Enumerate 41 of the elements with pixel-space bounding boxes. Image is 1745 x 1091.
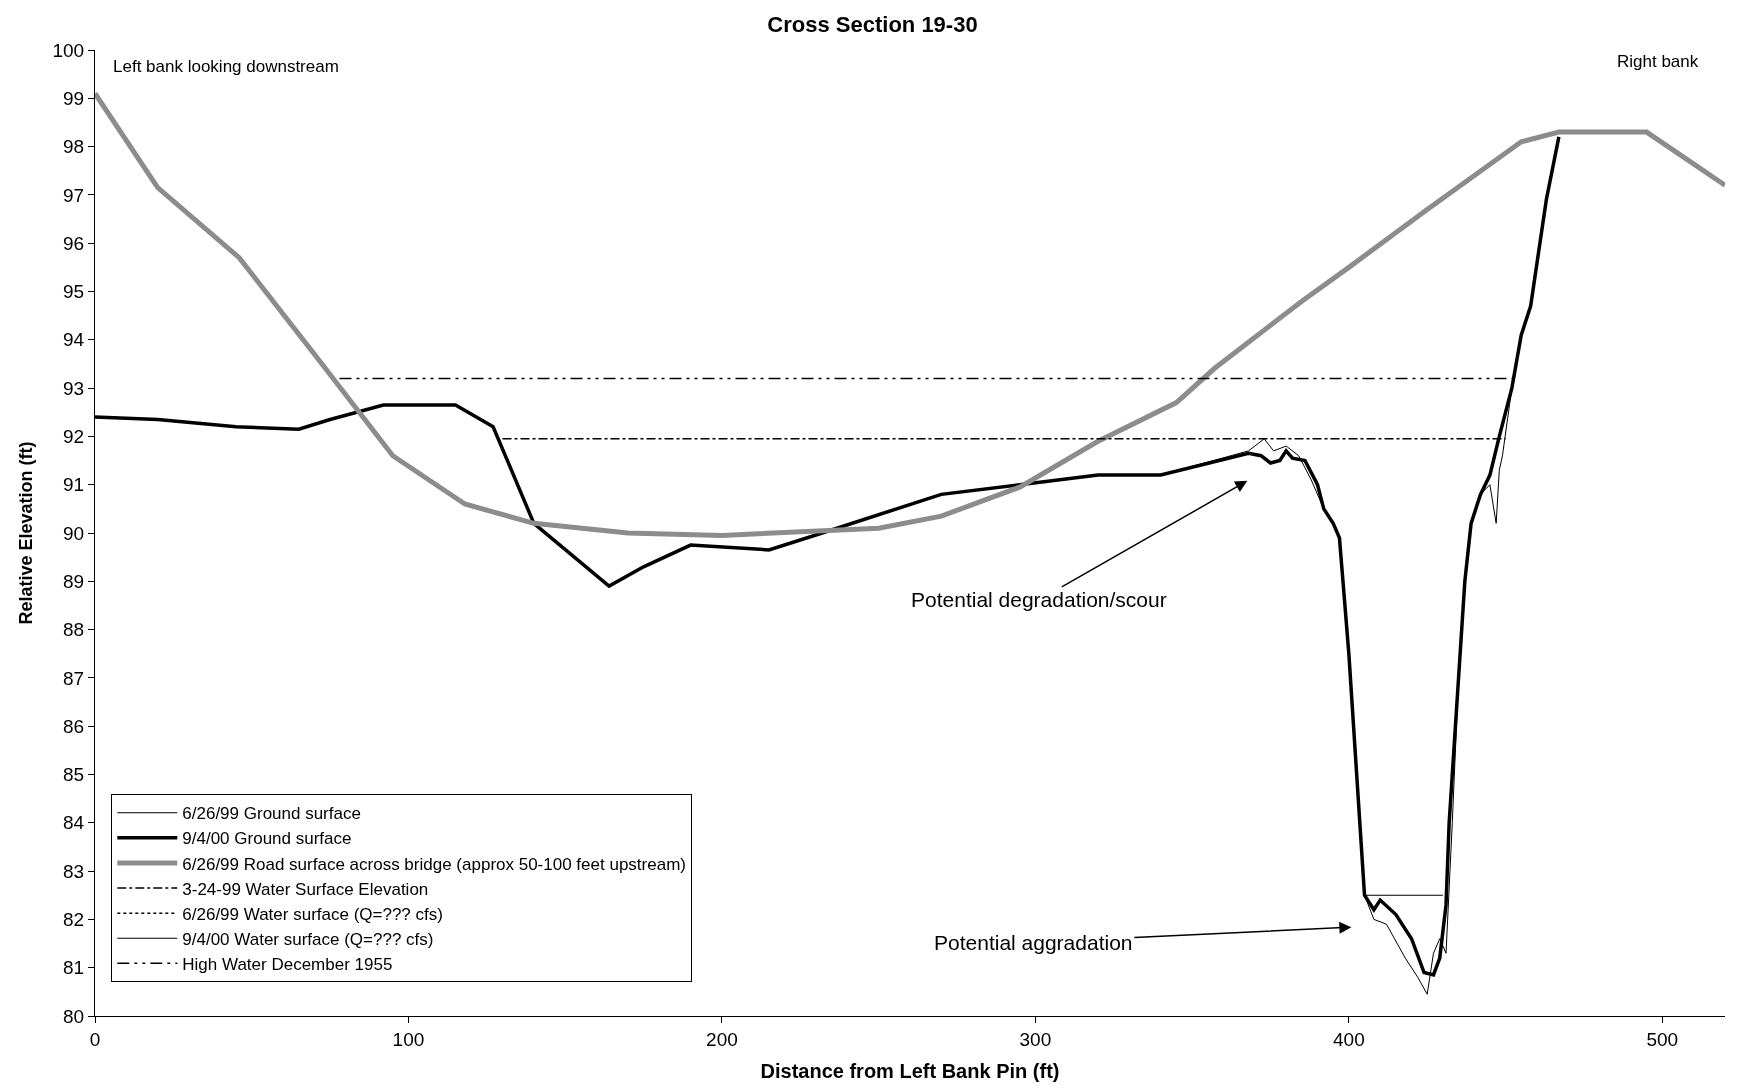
x-tick-label: 0	[89, 1028, 101, 1050]
y-axis-title: Relative Elevation (ft)	[15, 441, 36, 625]
legend-label: 6/26/99 Road surface across bridge (approx 50-100 feet upstream)	[182, 854, 686, 874]
y-tick-label: 99	[63, 87, 85, 109]
annotation: Left bank looking downstream	[113, 57, 339, 76]
y-tick-label: 81	[63, 957, 85, 979]
x-tick-label: 200	[706, 1028, 738, 1050]
y-tick-label: 87	[63, 667, 85, 689]
y-tick-label: 84	[63, 812, 85, 834]
y-tick-label: 90	[63, 522, 85, 544]
x-tick-label: 500	[1646, 1028, 1679, 1050]
x-tick-label: 300	[1019, 1028, 1052, 1050]
annotation: Potential aggradation	[934, 931, 1133, 954]
y-tick-label: 97	[63, 184, 85, 206]
legend-label: 9/4/00 Water surface (Q=??? cfs)	[182, 929, 434, 949]
y-tick-label: 80	[63, 1005, 85, 1027]
y-tick-label: 100	[52, 39, 85, 61]
y-tick-label: 82	[63, 909, 85, 931]
annotation: Potential degradation/scour	[911, 588, 1167, 611]
y-tick-label: 95	[63, 281, 85, 303]
x-tick-label: 100	[392, 1028, 425, 1050]
y-tick-label: 86	[63, 715, 85, 737]
annotation: Right bank	[1617, 52, 1699, 71]
legend-label: High Water December 1955	[182, 954, 393, 974]
chart-title: Cross Section 19-30	[767, 11, 978, 37]
legend-label: 6/26/99 Ground surface	[182, 804, 361, 824]
legend-label: 3-24-99 Water Surface Elevation	[182, 879, 429, 899]
y-tick-label: 94	[63, 329, 85, 351]
y-tick-label: 88	[63, 619, 85, 641]
y-tick-label: 98	[63, 136, 85, 158]
y-tick-label: 89	[63, 570, 85, 592]
y-tick-label: 92	[63, 426, 85, 448]
x-tick-label: 400	[1333, 1028, 1365, 1050]
y-tick-label: 96	[63, 232, 85, 254]
y-tick-label: 93	[63, 377, 85, 399]
y-tick-label: 85	[63, 764, 85, 786]
y-tick-label: 91	[63, 474, 85, 496]
legend-label: 6/26/99 Water surface (Q=??? cfs)	[182, 904, 443, 924]
legend-label: 9/4/00 Ground surface	[182, 829, 352, 849]
y-tick-label: 83	[63, 860, 85, 882]
x-axis-title: Distance from Left Bank Pin (ft)	[760, 1060, 1060, 1083]
